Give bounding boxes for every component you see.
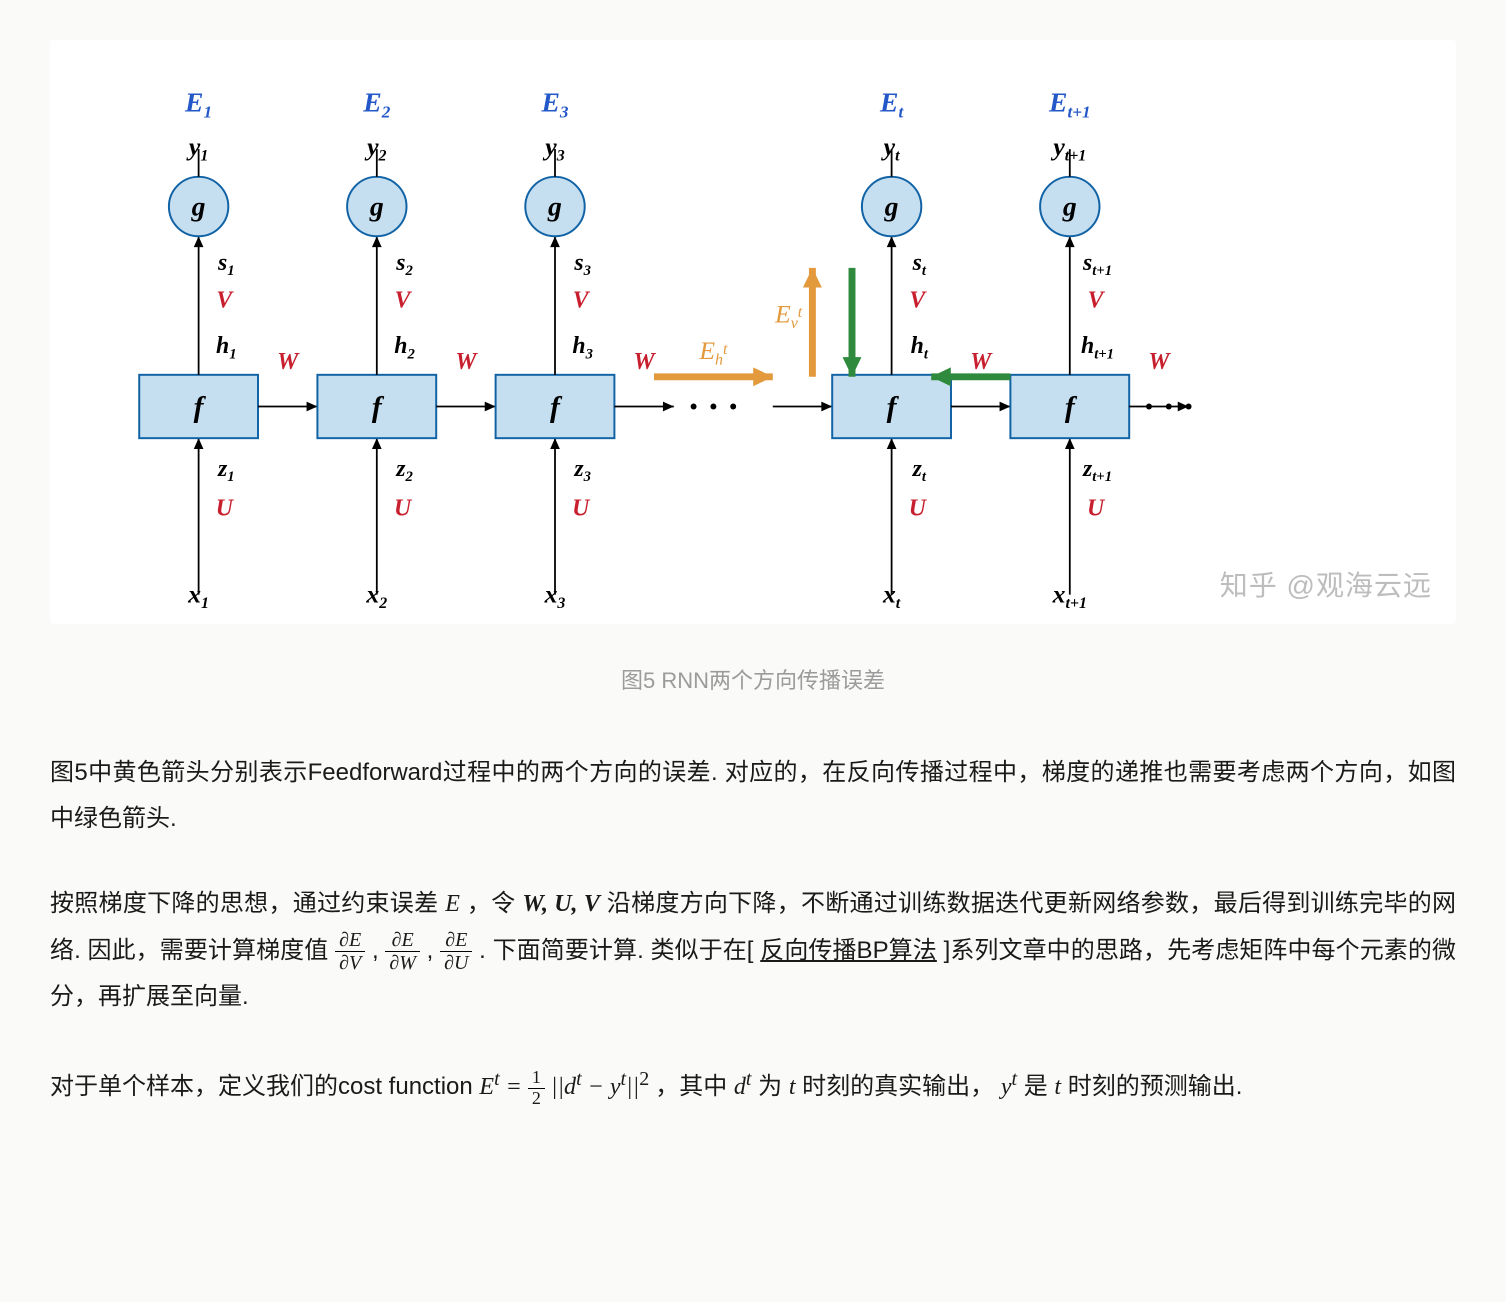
svg-text:h1: h1 — [216, 333, 237, 362]
watermark-text: 知乎 @观海云远 — [1220, 559, 1432, 612]
svg-text:V: V — [909, 287, 927, 313]
paragraph-2: 按照梯度下降的思想，通过约束误差 E ，令 W, U, V 沿梯度方向下降，不断… — [50, 881, 1456, 1019]
svg-text:s1: s1 — [217, 250, 235, 279]
svg-text:g: g — [191, 190, 206, 221]
svg-text:V: V — [216, 287, 234, 313]
p2-text-b: ，令 — [467, 890, 522, 917]
p3-text-c: 为 — [758, 1073, 789, 1100]
p2-math-WUV: W, U, V — [522, 891, 599, 917]
p2-text-d: . 下面简要计算. 类似于在[ — [479, 937, 753, 964]
p3-math-dt: dt — [734, 1074, 752, 1100]
p3-text-b: ，其中 — [655, 1073, 734, 1100]
svg-text:x1: x1 — [187, 580, 209, 613]
svg-text:E2: E2 — [362, 86, 390, 121]
svg-text:s3: s3 — [573, 250, 591, 279]
rnn-diagram-figure: fgE1y1s1Vh1z1Ux1WfgE2y2s2Vh2z2Ux2WfgE3y3… — [50, 40, 1456, 624]
p2-frac-dE-dW: ∂E∂W — [385, 929, 420, 974]
svg-text:W: W — [1148, 349, 1171, 375]
svg-text:g: g — [547, 190, 562, 221]
svg-text:h3: h3 — [572, 333, 593, 362]
bp-algorithm-link[interactable]: 反向传播BP算法 — [760, 937, 937, 964]
svg-text:V: V — [573, 287, 591, 313]
svg-text:V: V — [395, 287, 413, 313]
p3-math-t2: t — [1054, 1074, 1061, 1100]
svg-text:W: W — [970, 349, 993, 375]
svg-text:Evt: Evt — [774, 299, 803, 332]
svg-text:Et+1: Et+1 — [1048, 86, 1091, 121]
svg-text:U: U — [1087, 495, 1106, 521]
svg-text:W: W — [455, 349, 478, 375]
svg-text:st: st — [912, 250, 927, 279]
rnn-diagram-svg: fgE1y1s1Vh1z1Ux1WfgE2y2s2Vh2z2Ux2WfgE3y3… — [60, 60, 1446, 614]
svg-text:y2: y2 — [364, 132, 386, 165]
svg-text:z2: z2 — [395, 456, 413, 485]
p2-frac-dE-dU: ∂E∂U — [440, 929, 472, 974]
svg-text:y3: y3 — [542, 132, 564, 165]
svg-text:st+1: st+1 — [1082, 250, 1112, 279]
svg-text:g: g — [884, 190, 899, 221]
svg-text:x3: x3 — [544, 580, 566, 613]
svg-text:h2: h2 — [394, 333, 415, 362]
svg-text:zt+1: zt+1 — [1082, 456, 1112, 485]
paragraph-3: 对于单个样本，定义我们的cost function Et = 12 ||dt −… — [50, 1060, 1456, 1111]
svg-text:U: U — [216, 495, 235, 521]
figure-caption: 图5 RNN两个方向传播误差 — [50, 660, 1456, 702]
p3-text-a: 对于单个样本，定义我们的cost function — [50, 1073, 479, 1100]
p3-text-d: 时刻的真实输出， — [802, 1073, 994, 1100]
svg-text:Eht: Eht — [698, 336, 728, 369]
svg-text:y1: y1 — [186, 132, 208, 165]
p3-math-eq: Et = 12 ||dt − yt||2 — [479, 1074, 655, 1100]
p2-frac-dE-dV: ∂E∂V — [335, 929, 365, 974]
p3-math-t1: t — [789, 1074, 796, 1100]
p3-math-yt: yt — [1001, 1074, 1017, 1100]
svg-text:V: V — [1088, 287, 1106, 313]
paragraph-1: 图5中黄色箭头分别表示Feedforward过程中的两个方向的误差. 对应的，在… — [50, 750, 1456, 841]
svg-text:W: W — [277, 349, 300, 375]
svg-text:ht+1: ht+1 — [1081, 333, 1114, 362]
svg-text:x2: x2 — [365, 580, 387, 613]
svg-text:E3: E3 — [540, 86, 568, 121]
svg-text:yt+1: yt+1 — [1050, 132, 1086, 165]
p2-math-E: E — [445, 891, 460, 917]
svg-text:U: U — [572, 495, 591, 521]
svg-text:Et: Et — [879, 86, 904, 121]
p3-text-f: 时刻的预测输出. — [1068, 1073, 1243, 1100]
svg-text:yt: yt — [881, 132, 900, 165]
svg-text:W: W — [634, 349, 657, 375]
svg-text:E1: E1 — [184, 86, 212, 121]
svg-text:g: g — [1062, 190, 1077, 221]
svg-text:g: g — [369, 190, 384, 221]
svg-text:zt: zt — [912, 456, 927, 485]
svg-text:xt: xt — [882, 580, 901, 613]
svg-text:ht: ht — [911, 333, 929, 362]
svg-text:U: U — [394, 495, 413, 521]
p2-text-a: 按照梯度下降的思想，通过约束误差 — [50, 890, 445, 917]
svg-text:U: U — [909, 495, 928, 521]
svg-text:z1: z1 — [217, 456, 235, 485]
p3-text-e: 是 — [1024, 1073, 1055, 1100]
svg-text:s2: s2 — [395, 250, 413, 279]
svg-text:z3: z3 — [573, 456, 591, 485]
